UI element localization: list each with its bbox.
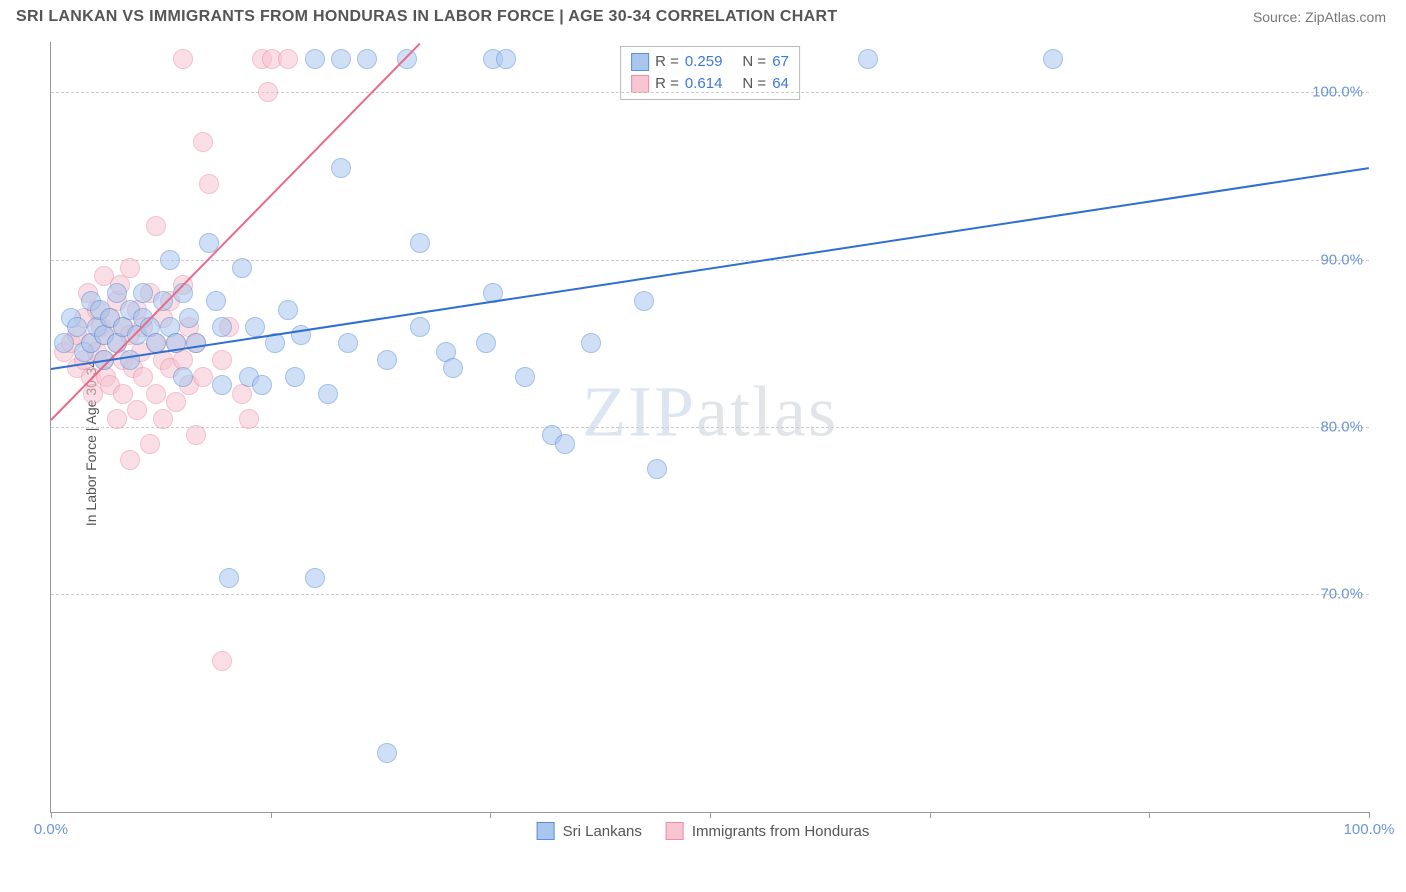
data-point xyxy=(133,367,153,387)
data-point xyxy=(199,174,219,194)
gridline xyxy=(51,594,1369,595)
legend-row-blue: R = 0.259 N = 67 xyxy=(631,51,789,73)
data-point xyxy=(1043,49,1063,69)
data-point xyxy=(318,384,338,404)
data-point xyxy=(357,49,377,69)
data-point xyxy=(647,459,667,479)
data-point xyxy=(153,409,173,429)
data-point xyxy=(186,333,206,353)
data-point xyxy=(212,317,232,337)
x-tick xyxy=(1369,812,1370,818)
data-point xyxy=(193,132,213,152)
legend-item-pink: Immigrants from Honduras xyxy=(666,822,870,840)
legend-label-pink: Immigrants from Honduras xyxy=(692,823,870,840)
x-tick xyxy=(271,812,272,818)
data-point xyxy=(120,258,140,278)
data-point xyxy=(278,300,298,320)
data-point xyxy=(133,283,153,303)
data-point xyxy=(193,367,213,387)
data-point xyxy=(146,216,166,236)
x-tick xyxy=(490,812,491,818)
data-point xyxy=(397,49,417,69)
data-point xyxy=(160,250,180,270)
y-tick-label: 70.0% xyxy=(1320,586,1363,603)
gridline xyxy=(51,92,1369,93)
data-point xyxy=(67,317,87,337)
data-point xyxy=(285,367,305,387)
data-point xyxy=(146,384,166,404)
data-point xyxy=(377,350,397,370)
data-point xyxy=(120,450,140,470)
data-point xyxy=(212,350,232,370)
data-point xyxy=(252,375,272,395)
data-point xyxy=(338,333,358,353)
x-tick-label: 100.0% xyxy=(1344,821,1395,838)
data-point xyxy=(443,358,463,378)
data-point xyxy=(634,291,654,311)
x-tick-label: 0.0% xyxy=(34,821,68,838)
data-point xyxy=(140,434,160,454)
data-point xyxy=(476,333,496,353)
swatch-pink-icon xyxy=(631,75,649,93)
x-tick xyxy=(930,812,931,818)
data-point xyxy=(113,384,133,404)
trend-line xyxy=(50,42,420,420)
y-tick-label: 80.0% xyxy=(1320,419,1363,436)
legend-item-blue: Sri Lankans xyxy=(537,822,642,840)
data-point xyxy=(107,409,127,429)
data-point xyxy=(212,375,232,395)
data-point xyxy=(331,158,351,178)
data-point xyxy=(153,291,173,311)
chart-source: Source: ZipAtlas.com xyxy=(1253,9,1386,25)
data-point xyxy=(173,367,193,387)
y-tick-label: 90.0% xyxy=(1320,251,1363,268)
plot-area: ZIPatlas R = 0.259 N = 67 R = 0.614 N = … xyxy=(50,42,1369,813)
data-point xyxy=(166,392,186,412)
data-point xyxy=(496,49,516,69)
data-point xyxy=(278,49,298,69)
data-point xyxy=(173,49,193,69)
x-tick xyxy=(1149,812,1150,818)
legend-label-blue: Sri Lankans xyxy=(563,823,642,840)
data-point xyxy=(305,49,325,69)
data-point xyxy=(232,258,252,278)
watermark: ZIPatlas xyxy=(582,370,838,453)
data-point xyxy=(515,367,535,387)
data-point xyxy=(179,308,199,328)
data-point xyxy=(305,568,325,588)
data-point xyxy=(239,409,259,429)
data-point xyxy=(581,333,601,353)
x-tick xyxy=(51,812,52,818)
data-point xyxy=(186,425,206,445)
swatch-pink-icon xyxy=(666,822,684,840)
data-point xyxy=(107,283,127,303)
data-point xyxy=(258,82,278,102)
y-tick-label: 100.0% xyxy=(1312,84,1363,101)
data-point xyxy=(858,49,878,69)
data-point xyxy=(206,291,226,311)
data-point xyxy=(377,743,397,763)
data-point xyxy=(120,350,140,370)
data-point xyxy=(410,233,430,253)
series-legend: Sri Lankans Immigrants from Honduras xyxy=(537,822,870,840)
data-point xyxy=(127,400,147,420)
data-point xyxy=(212,651,232,671)
data-point xyxy=(555,434,575,454)
data-point xyxy=(219,568,239,588)
x-tick xyxy=(710,812,711,818)
data-point xyxy=(54,333,74,353)
chart-container: In Labor Force | Age 30-34 ZIPatlas R = … xyxy=(16,42,1390,844)
swatch-blue-icon xyxy=(631,53,649,71)
data-point xyxy=(331,49,351,69)
chart-title: SRI LANKAN VS IMMIGRANTS FROM HONDURAS I… xyxy=(16,8,837,26)
data-point xyxy=(245,317,265,337)
swatch-blue-icon xyxy=(537,822,555,840)
data-point xyxy=(410,317,430,337)
